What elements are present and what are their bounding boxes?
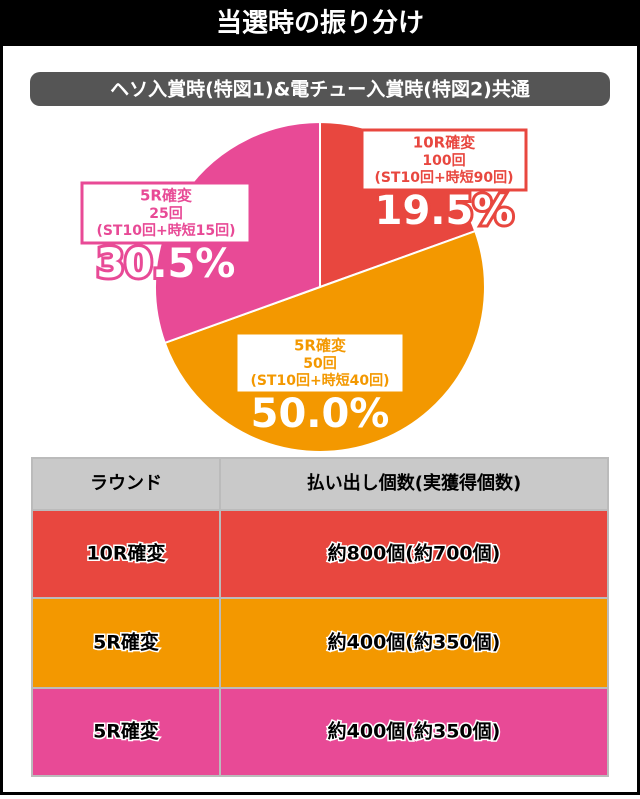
table-cell: 5R確変 [93,631,159,654]
slice-detail: (ST10回+時短90回) [374,169,513,186]
slice-detail: (ST10回+時短40回) [250,372,389,389]
slice-labels: 10R確変100回(ST10回+時短90回)19.5%5R確変50回(ST10回… [80,128,528,440]
table-row-bg [32,688,608,776]
subtitle-box [30,72,610,106]
slice-detail: 50回 [303,356,336,372]
slice-detail: 100回 [422,153,465,169]
subtitle: ヘソ入賞時(特図1)&電チュー入賞時(特図2)共通 [110,78,531,101]
table-header-cell: ラウンド [90,473,162,494]
table-cell: 5R確変 [93,720,159,743]
slice-detail: 25回 [149,206,182,222]
slice-name: 5R確変 [294,337,346,355]
table-border [31,457,609,777]
value-label: 50.0% [251,391,390,437]
table: ラウンド 払い出し個数(実獲得個数)10R確変 約800個(約700個)5R確変 約4… [31,457,609,777]
value-label: 30.5% [97,241,236,287]
label-box [360,128,528,192]
label-box [234,331,406,395]
value-label: 19.5% [375,188,514,234]
table-cell: 約400個(約350個) [328,720,501,743]
table-header-cell: 払い出し個数(実獲得個数) [307,472,521,494]
table-row-bg [32,510,608,598]
title: 当選時の振り分け [216,9,424,39]
table-cell: 約400個(約350個) [328,631,501,654]
table-cell: 10R確変 [86,542,165,565]
slice-name: 10R確変 [413,134,475,152]
slice-name: 5R確変 [140,187,192,205]
table-cell: 約800個(約700個) [328,542,501,565]
table-header-bg [32,458,608,510]
slice-detail: (ST10回+時短15回) [96,222,235,239]
table-row-bg [32,598,608,688]
label-box [80,181,252,245]
title-bar [0,0,640,46]
